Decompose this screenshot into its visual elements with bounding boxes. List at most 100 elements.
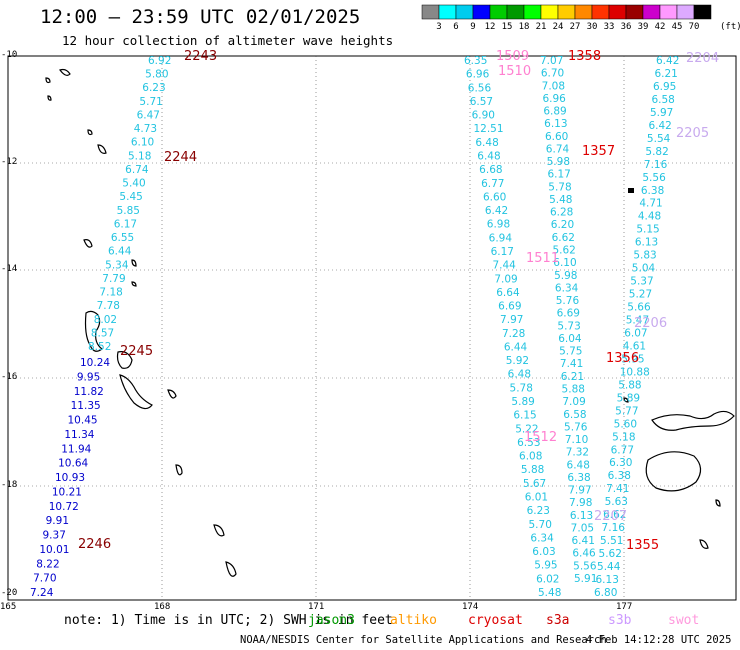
colorbar-tick-label: 45 [671,22,683,32]
swh-value: 5.54 [647,133,671,145]
swh-value: 6.77 [481,178,504,190]
swh-value: 5.77 [615,405,638,417]
pass-id-label: 1512 [524,430,557,445]
swh-value: 6.69 [498,301,521,313]
swh-value: 8.52 [88,341,111,353]
swh-value: 6.34 [530,532,554,544]
island-tanna [175,464,183,476]
colorbar-tick-label: 30 [586,22,598,32]
pass-id-label: 2243 [184,49,217,64]
swh-value: 6.20 [551,219,574,231]
colorbar-tick-label: 3 [436,22,442,32]
swh-value: 5.89 [617,392,640,404]
swh-value: 5.37 [630,276,653,288]
swh-value: 6.13 [570,510,593,522]
swh-value: 5.92 [506,355,529,367]
swh-value: 6.48 [508,369,531,381]
swh-value: 7.09 [562,396,585,408]
swh-value: 7.09 [494,273,517,285]
chart-title: 12:00 — 23:59 UTC 02/01/2025 [40,6,361,28]
swh-value: 5.48 [549,194,572,206]
colorbar-swatch [693,4,712,20]
swh-value: 6.62 [603,509,626,521]
swh-value: 9.91 [46,515,69,527]
map-frame [7,55,737,601]
pass-id-label: 1355 [626,538,659,553]
swh-value: 7.08 [542,80,565,92]
swh-value: 11.35 [71,400,101,412]
swh-value: 6.62 [552,232,575,244]
pass-id-label: 1356 [606,351,639,366]
swh-value: 6.74 [546,143,570,155]
swh-value: 6.55 [111,232,134,244]
swh-value: 6.53 [517,437,540,449]
swh-value: 5.66 [627,302,651,314]
swh-value: 7.32 [566,447,589,459]
swh-value: 5.75 [559,346,582,358]
colorbar-swatch [540,4,559,20]
swh-value: 5.62 [552,245,575,257]
swh-value: 6.13 [596,574,619,586]
swh-value: 6.57 [470,96,493,108]
longitude-label: 174 [462,602,479,612]
graticule [8,56,736,600]
satellite-legend-s3a: s3a [546,613,570,628]
colorbar-swatch [591,4,610,20]
swh-value: 6.17 [491,246,514,258]
swh-value: 5.80 [145,69,168,81]
coastlines [45,68,735,577]
swh-value: 6.41 [572,535,595,547]
colorbar-swatch [421,4,440,20]
swh-value: 6.21 [561,371,584,383]
latitude-label: -18 [1,480,18,490]
swh-value: 7.70 [33,573,56,585]
swh-value: 5.91 [574,573,597,585]
swh-value: 10.01 [39,544,69,556]
latitude-label: -12 [1,157,18,167]
swh-value: 5.78 [510,382,533,394]
swh-value: 7.78 [97,300,120,312]
swh-value: 5.18 [128,150,151,162]
satellite-legend-jason3: jason3 [308,613,355,628]
colorbar-tick-label: 42 [654,22,666,32]
swh-value: 5.85 [117,205,140,217]
swh-value: 6.23 [527,505,550,517]
colorbar-swatch [642,4,661,20]
swh-value: 6.64 [496,287,520,299]
island-new-caledonia-north [213,524,225,537]
swh-value: 4.48 [638,211,661,223]
colorbar-tick-label: 27 [569,22,581,32]
swh-value: 6.60 [545,131,568,143]
swh-value: 10.88 [620,366,650,378]
island-espiritu-santo [116,351,133,369]
swh-value: 5.56 [573,560,597,572]
swh-value: 6.90 [472,110,495,122]
swh-value: 7.79 [102,273,125,285]
swh-value: 6.44 [504,341,528,353]
swh-value: 5.63 [605,496,628,508]
colorbar [421,4,712,20]
latitude-label: -16 [1,372,18,382]
colorbar-tick-label: 70 [688,22,700,32]
swh-value: 5.18 [612,431,635,443]
swh-value: 6.44 [108,246,132,258]
swh-value: 5.95 [621,353,644,365]
colorbar-unit: (ft) [720,22,740,32]
swh-value: 7.98 [569,497,592,509]
swh-value: 5.88 [618,379,641,391]
credit-line: NOAA/NESDIS Center for Satellite Applica… [240,634,607,646]
swh-value: 6.47 [137,109,160,121]
swh-value: 10.93 [55,472,85,484]
colorbar-tick-label: 36 [620,22,632,32]
colorbar-swatch [472,4,491,20]
swh-value: 6.95 [653,81,676,93]
swh-value: 6.98 [487,219,510,231]
swh-value: 5.62 [599,548,622,560]
swh-value: 7.16 [602,522,626,534]
swh-value: 6.01 [525,492,548,504]
swh-value: 6.13 [544,118,567,130]
swh-value: 5.56 [642,172,666,184]
pass-id-label: 2246 [78,537,111,552]
swh-value: 5.70 [529,519,552,531]
